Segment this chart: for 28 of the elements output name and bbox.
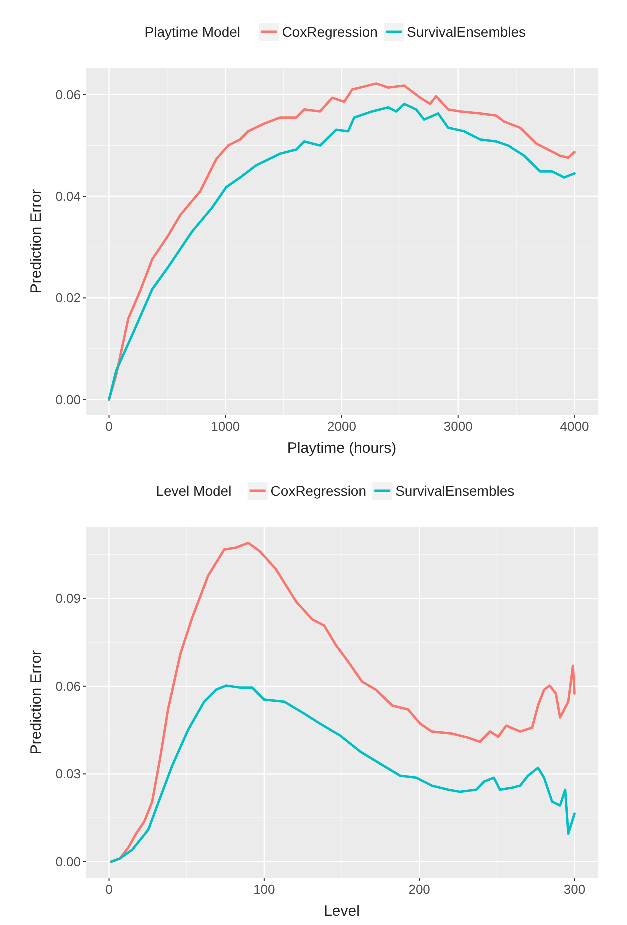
x-tick-label: 4000 [560, 419, 590, 434]
legend-title: Playtime Model [144, 24, 241, 40]
y-tick-label: 0.00 [56, 392, 81, 408]
legend-label: CoxRegression [270, 483, 367, 499]
y-tick-label: 0.06 [56, 678, 81, 694]
legend-title: Level Model [156, 483, 232, 499]
x-tick-label: 300 [564, 882, 586, 897]
y-axis-title: Prediction Error [28, 650, 45, 755]
x-tick-label: 100 [254, 882, 276, 897]
legend-label: SurvivalEnsembles [407, 24, 526, 40]
y-tick-label: 0.04 [56, 189, 81, 204]
legend-label: CoxRegression [282, 24, 378, 40]
x-tick-label: 0 [106, 419, 113, 434]
y-tick-label: 0.09 [56, 591, 81, 606]
x-tick-label: 0 [106, 882, 113, 897]
x-tick-label: 2000 [328, 419, 356, 434]
x-tick-label: 200 [408, 882, 430, 897]
line-series [110, 684, 576, 864]
x-tick-label: 1000 [211, 419, 240, 434]
y-tick-label: 0.02 [56, 290, 81, 306]
y-tick-label: 0.00 [56, 854, 81, 870]
x-axis-title: Playtime (hours) [287, 440, 397, 457]
y-tick-label: 0.03 [56, 766, 81, 782]
x-tick-label: 3000 [444, 419, 473, 434]
x-axis-title: Level [324, 903, 360, 920]
y-tick-label: 0.06 [56, 87, 81, 102]
legend-label: SurvivalEnsembles [396, 483, 515, 499]
y-axis-title: Prediction Error [28, 189, 45, 294]
